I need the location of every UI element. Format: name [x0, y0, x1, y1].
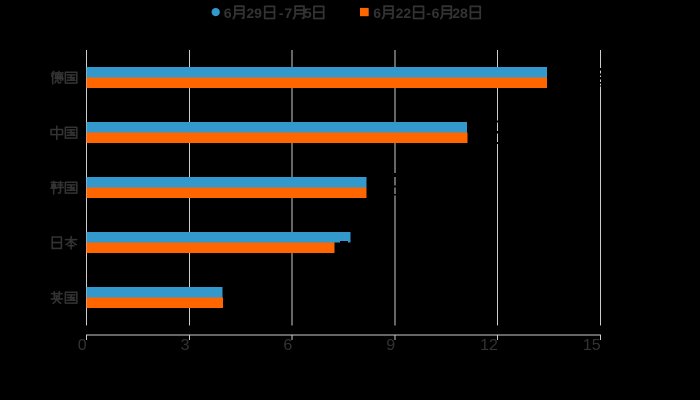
svg-text:3: 3 [181, 337, 190, 354]
svg-text:28: 28 [452, 5, 468, 21]
svg-text:0: 0 [78, 337, 87, 354]
svg-text:-: - [279, 5, 284, 21]
svg-text:7: 7 [284, 5, 292, 21]
svg-text:15: 15 [583, 337, 601, 354]
svg-text:6: 6 [373, 5, 381, 21]
svg-text:9: 9 [386, 337, 395, 354]
svg-text:29: 29 [246, 5, 262, 21]
svg-text:5: 5 [304, 5, 312, 21]
svg-text:6: 6 [432, 5, 440, 21]
svg-text:22: 22 [396, 5, 412, 21]
svg-text:-: - [426, 5, 431, 21]
svg-text:12: 12 [480, 337, 498, 354]
svg-text:6: 6 [283, 337, 292, 354]
svg-text:6: 6 [224, 5, 232, 21]
